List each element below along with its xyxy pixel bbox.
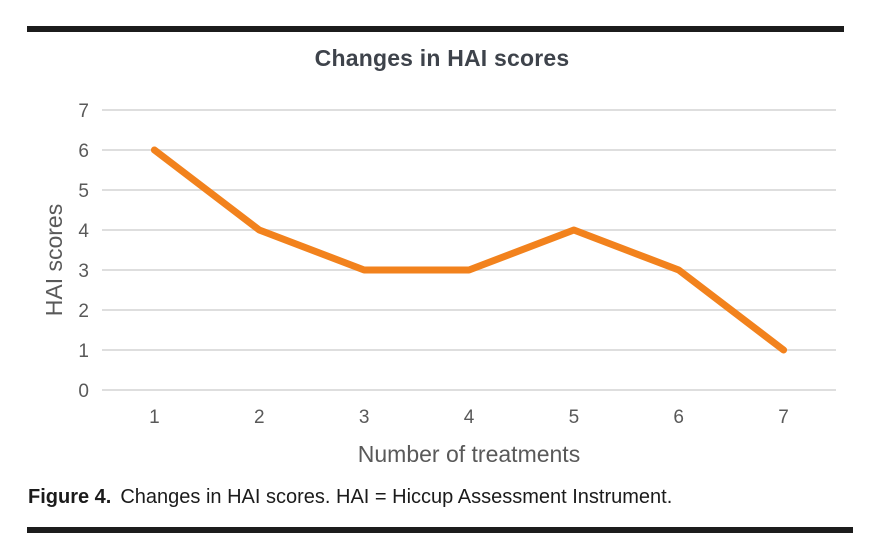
x-axis-title: Number of treatments xyxy=(357,441,581,467)
x-tick-label: 3 xyxy=(359,407,370,428)
x-tick-label: 5 xyxy=(569,407,580,428)
plot-area: 0 1 2 3 4 5 6 7 1 2 3 4 5 6 7 xyxy=(78,101,836,428)
top-rule xyxy=(27,26,844,32)
y-tick-label: 1 xyxy=(78,341,89,362)
x-tick-label: 2 xyxy=(254,407,265,428)
y-tick-label: 3 xyxy=(78,261,89,282)
y-tick-label: 2 xyxy=(78,301,89,322)
x-tick-label: 1 xyxy=(149,407,160,428)
data-line xyxy=(150,146,788,354)
y-tick-label: 6 xyxy=(78,141,89,162)
x-tick-label: 7 xyxy=(778,407,789,428)
figure-caption: Figure 4. Changes in HAI scores. HAI = Hi… xyxy=(28,486,858,509)
chart-title: Changes in HAI scores xyxy=(314,45,570,71)
y-tick-label: 7 xyxy=(78,101,89,122)
caption-label: Figure 4. xyxy=(28,486,112,508)
bottom-rule xyxy=(27,527,853,533)
x-tick-label: 6 xyxy=(673,407,684,428)
caption-text: Changes in HAI scores. HAI = Hiccup Asse… xyxy=(120,486,673,508)
y-tick-label: 0 xyxy=(78,381,89,402)
y-tick-label: 4 xyxy=(78,221,89,242)
x-tick-label: 4 xyxy=(464,407,475,428)
y-tick-label: 5 xyxy=(78,181,89,202)
